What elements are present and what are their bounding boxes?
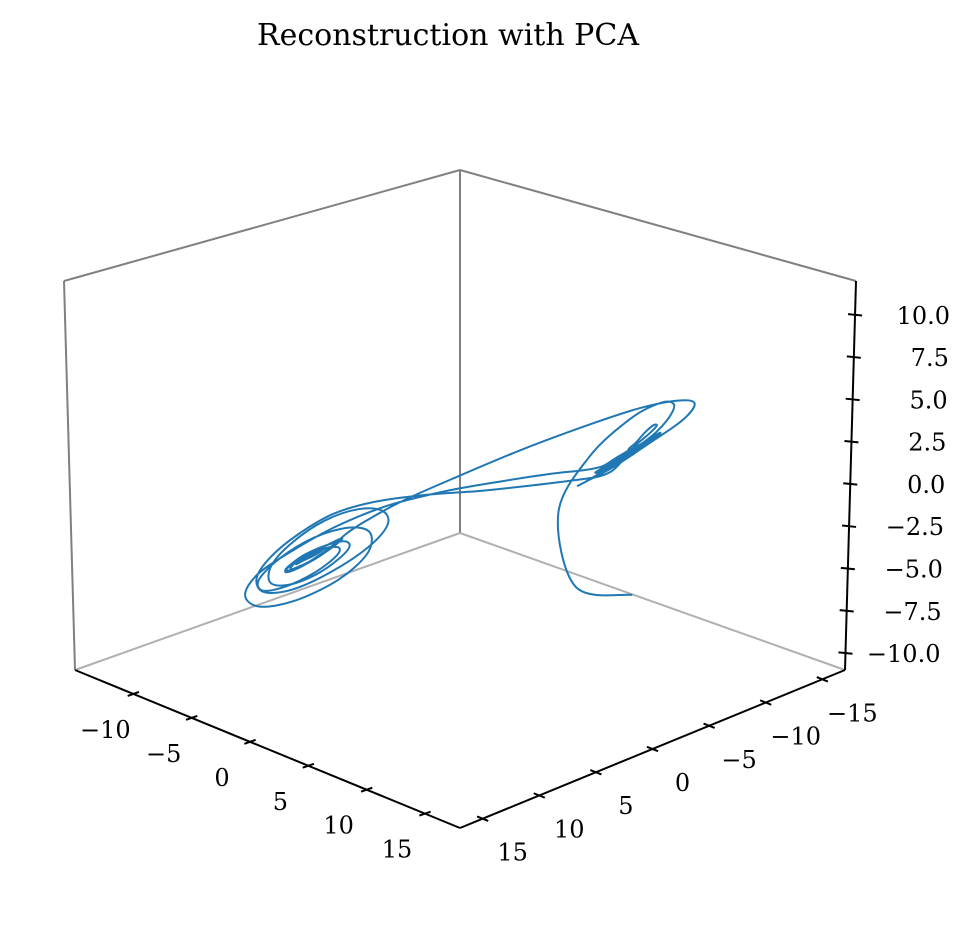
z-tick-6-mark [840, 566, 855, 571]
series-line [244, 399, 696, 608]
z-tick-8-label: −10.0 [867, 640, 941, 668]
y-tick-6-label: 15 [497, 839, 528, 867]
x-tick-5-mark [127, 691, 140, 697]
z-tick-5-mark [841, 524, 857, 528]
x-tick-0-label: 15 [382, 836, 413, 864]
z-tick-3-label: 2.5 [908, 429, 946, 457]
chart-title: Reconstruction with PCA [257, 18, 639, 53]
y-tick-3-mark [646, 745, 659, 753]
y-tick-0-mark [816, 676, 829, 683]
z-tick-0-mark [847, 313, 863, 317]
z-tick-3-mark [844, 439, 859, 444]
x-tick-2-label: 5 [273, 788, 288, 816]
floor-left-edge [74, 532, 461, 671]
x-tick-4-mark [185, 714, 198, 721]
z-tick-0-label: 10.0 [897, 302, 950, 330]
y-tick-4-label: 5 [618, 792, 633, 820]
left-vertical-edge [63, 280, 76, 671]
x-tick-3-mark [244, 738, 256, 745]
y-tick-5-mark [533, 792, 546, 799]
x-axis-line [74, 669, 461, 829]
z-tick-4-label: 0.0 [907, 471, 945, 499]
back-left-top-edge [63, 169, 461, 282]
axes-box [63, 169, 857, 829]
z-tick-7-label: −7.5 [883, 598, 941, 626]
y-tick-3-label: 0 [675, 769, 690, 797]
y-tick-1-mark [759, 699, 772, 706]
x-tick-3-label: 0 [214, 764, 229, 792]
x-tick-1-label: 10 [323, 812, 354, 840]
z-tick-2-label: 5.0 [909, 386, 947, 414]
z-tick-7-mark [839, 609, 854, 613]
y-tick-6-mark [476, 815, 489, 822]
y-tick-5-label: 10 [554, 815, 585, 843]
x-tick-5-label: −10 [80, 716, 131, 744]
back-right-top-edge [459, 169, 857, 282]
z-axis-line [844, 280, 857, 671]
y-tick-1-label: −10 [770, 723, 821, 751]
z-tick-8-mark [838, 651, 853, 655]
z-tick-2-mark [845, 397, 860, 402]
x-tick-2-mark [302, 762, 315, 769]
axis-ticks: 151050−5−10−15−10−505101510.07.55.02.50.… [80, 302, 950, 867]
x-tick-1-mark [360, 786, 373, 793]
z-tick-6-label: −5.0 [885, 556, 943, 584]
z-tick-1-label: 7.5 [911, 344, 949, 372]
z-tick-4-mark [843, 482, 858, 486]
z-tick-1-mark [846, 355, 861, 359]
y-tick-2-label: −5 [721, 746, 756, 774]
z-tick-5-label: −2.5 [886, 513, 944, 541]
y-tick-4-mark [589, 769, 602, 776]
x-tick-0-mark [419, 810, 431, 817]
floor-right-edge [459, 532, 846, 671]
x-tick-4-label: −5 [146, 740, 181, 768]
y-tick-2-mark [703, 722, 716, 729]
y-tick-0-label: −15 [827, 699, 878, 727]
